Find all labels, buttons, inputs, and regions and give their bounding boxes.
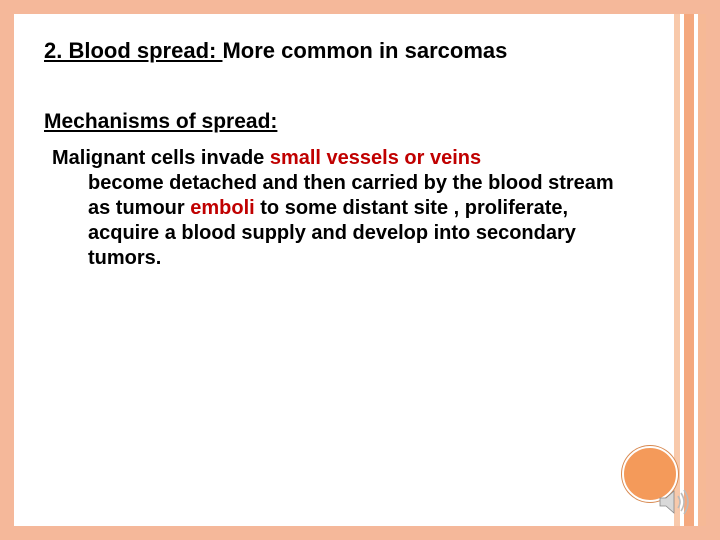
title-prefix: 2. Blood spread: bbox=[44, 38, 222, 63]
stripe bbox=[698, 14, 706, 526]
body-line1-red: small vessels or veins bbox=[270, 147, 481, 169]
slide: 2. Blood spread: More common in sarcomas… bbox=[14, 14, 706, 526]
body-rest-red: emboli bbox=[190, 197, 254, 219]
title-rest: More common in sarcomas bbox=[222, 38, 507, 63]
stripe bbox=[684, 14, 694, 526]
body-text: Malignant cells invade small vessels or … bbox=[44, 146, 676, 271]
speaker-icon bbox=[658, 488, 690, 516]
slide-title: 2. Blood spread: More common in sarcomas bbox=[44, 38, 676, 64]
subheading: Mechanisms of spread: bbox=[44, 110, 676, 134]
body-line1-a: Malignant cells invade bbox=[52, 147, 270, 169]
decorative-stripes bbox=[674, 14, 706, 526]
body-indent: become detached and then carried by the … bbox=[52, 171, 616, 271]
